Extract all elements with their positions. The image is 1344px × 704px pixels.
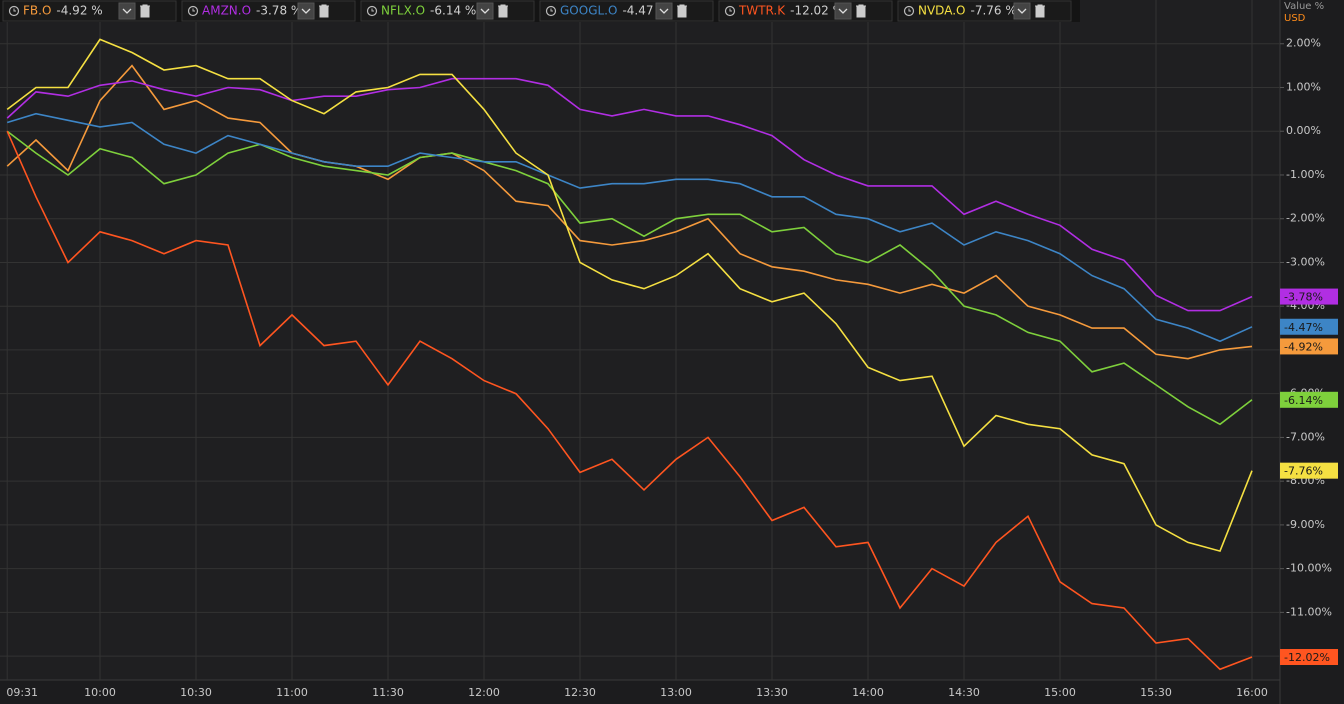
- legend-change: -3.78 %: [256, 4, 302, 18]
- clock-icon: [192, 8, 195, 12]
- plot-area: [0, 0, 1280, 680]
- series-line: [6, 64, 1253, 360]
- x-tick-label: 15:30: [1140, 686, 1172, 699]
- currency: USD: [1284, 13, 1306, 24]
- x-tick-label: 09:31: [6, 686, 38, 699]
- trash-icon[interactable]: [1035, 4, 1045, 18]
- dropdown-arrow: [480, 8, 490, 14]
- end-value-label: -4.92%: [1284, 340, 1323, 353]
- x-tick-label: 11:00: [276, 686, 308, 699]
- y-tick-label: -1.00%: [1286, 168, 1325, 181]
- series-line: [6, 130, 1253, 426]
- clock-icon: [8, 5, 20, 17]
- legend-name: TWTR.K: [738, 4, 786, 18]
- x-tick-label: 12:00: [468, 686, 500, 699]
- dropdown-button[interactable]: [1013, 2, 1031, 20]
- trash-icon[interactable]: [319, 4, 329, 18]
- legend-name: AMZN.O: [202, 4, 251, 18]
- series-line: [6, 130, 1253, 671]
- y-tick-label: 1.00%: [1286, 80, 1321, 93]
- legend-change: -7.76 %: [970, 4, 1016, 18]
- series-line: [6, 112, 1253, 343]
- clock-icon: [371, 8, 374, 12]
- clock-icon: [903, 5, 915, 17]
- y-tick-label: 0.00%: [1286, 124, 1321, 137]
- series-line: [6, 38, 1253, 553]
- x-tick-label: 10:30: [180, 686, 212, 699]
- clock-icon: [13, 8, 16, 12]
- x-tick-label: 14:00: [852, 686, 884, 699]
- end-value-box: [1280, 318, 1338, 335]
- dropdown-button[interactable]: [476, 2, 494, 20]
- y-tick-label: 2.00%: [1286, 37, 1321, 50]
- dropdown-button[interactable]: [118, 2, 136, 20]
- clock-icon: [550, 8, 553, 12]
- trash-icon[interactable]: [856, 4, 866, 18]
- y-tick-label: -3.00%: [1286, 255, 1325, 268]
- dropdown-arrow: [838, 8, 848, 14]
- dropdown-arrow: [301, 8, 311, 14]
- end-value-label: -3.78%: [1284, 291, 1323, 304]
- y-tick-label: -2.00%: [1286, 212, 1325, 225]
- clock-icon: [724, 5, 736, 17]
- axis-title: Value %: [1284, 1, 1324, 12]
- trash-icon[interactable]: [498, 4, 508, 18]
- end-value-label: -12.02%: [1284, 651, 1330, 664]
- legend-name: FB.O: [23, 4, 51, 18]
- dropdown-button[interactable]: [834, 2, 852, 20]
- trash-icon[interactable]: [140, 4, 150, 18]
- end-value-box: [1280, 462, 1338, 479]
- legend-change: -4.92 %: [56, 4, 102, 18]
- x-tick-label: 10:00: [84, 686, 116, 699]
- end-value-box: [1280, 391, 1338, 408]
- x-tick-label: 13:00: [660, 686, 692, 699]
- y-tick-label: -10.00%: [1286, 562, 1332, 575]
- clock-icon: [729, 8, 732, 12]
- x-tick-label: 11:30: [372, 686, 404, 699]
- end-value-box: [1280, 288, 1338, 305]
- dropdown-button[interactable]: [655, 2, 673, 20]
- legend-name: GOOGL.O: [560, 4, 617, 18]
- dropdown-arrow: [122, 8, 132, 14]
- clock-icon: [545, 5, 557, 17]
- x-tick-label: 13:30: [756, 686, 788, 699]
- clock-icon: [187, 5, 199, 17]
- y-tick-label: -9.00%: [1286, 518, 1325, 531]
- legend-change: -12.02 %: [790, 4, 844, 18]
- legend-change: -6.14 %: [430, 4, 476, 18]
- trash-icon[interactable]: [677, 4, 687, 18]
- end-value-box: [1280, 338, 1338, 355]
- end-value-label: -6.14%: [1284, 394, 1323, 407]
- x-tick-label: 15:00: [1044, 686, 1076, 699]
- legend-name: NVDA.O: [918, 4, 965, 18]
- legend-name: NFLX.O: [381, 4, 425, 18]
- y-tick-label: -11.00%: [1286, 605, 1332, 618]
- dropdown-arrow: [1017, 8, 1027, 14]
- dropdown-arrow: [659, 8, 669, 14]
- end-value-box: [1280, 649, 1338, 666]
- clock-icon: [908, 8, 911, 12]
- end-value-label: -4.47%: [1284, 321, 1323, 334]
- x-tick-label: 12:30: [564, 686, 596, 699]
- clock-icon: [366, 5, 378, 17]
- y-tick-label: -7.00%: [1286, 430, 1325, 443]
- end-value-label: -7.76%: [1284, 465, 1323, 478]
- x-tick-label: 14:30: [948, 686, 980, 699]
- series-line: [6, 77, 1253, 312]
- dropdown-button[interactable]: [297, 2, 315, 20]
- x-tick-label: 16:00: [1236, 686, 1268, 699]
